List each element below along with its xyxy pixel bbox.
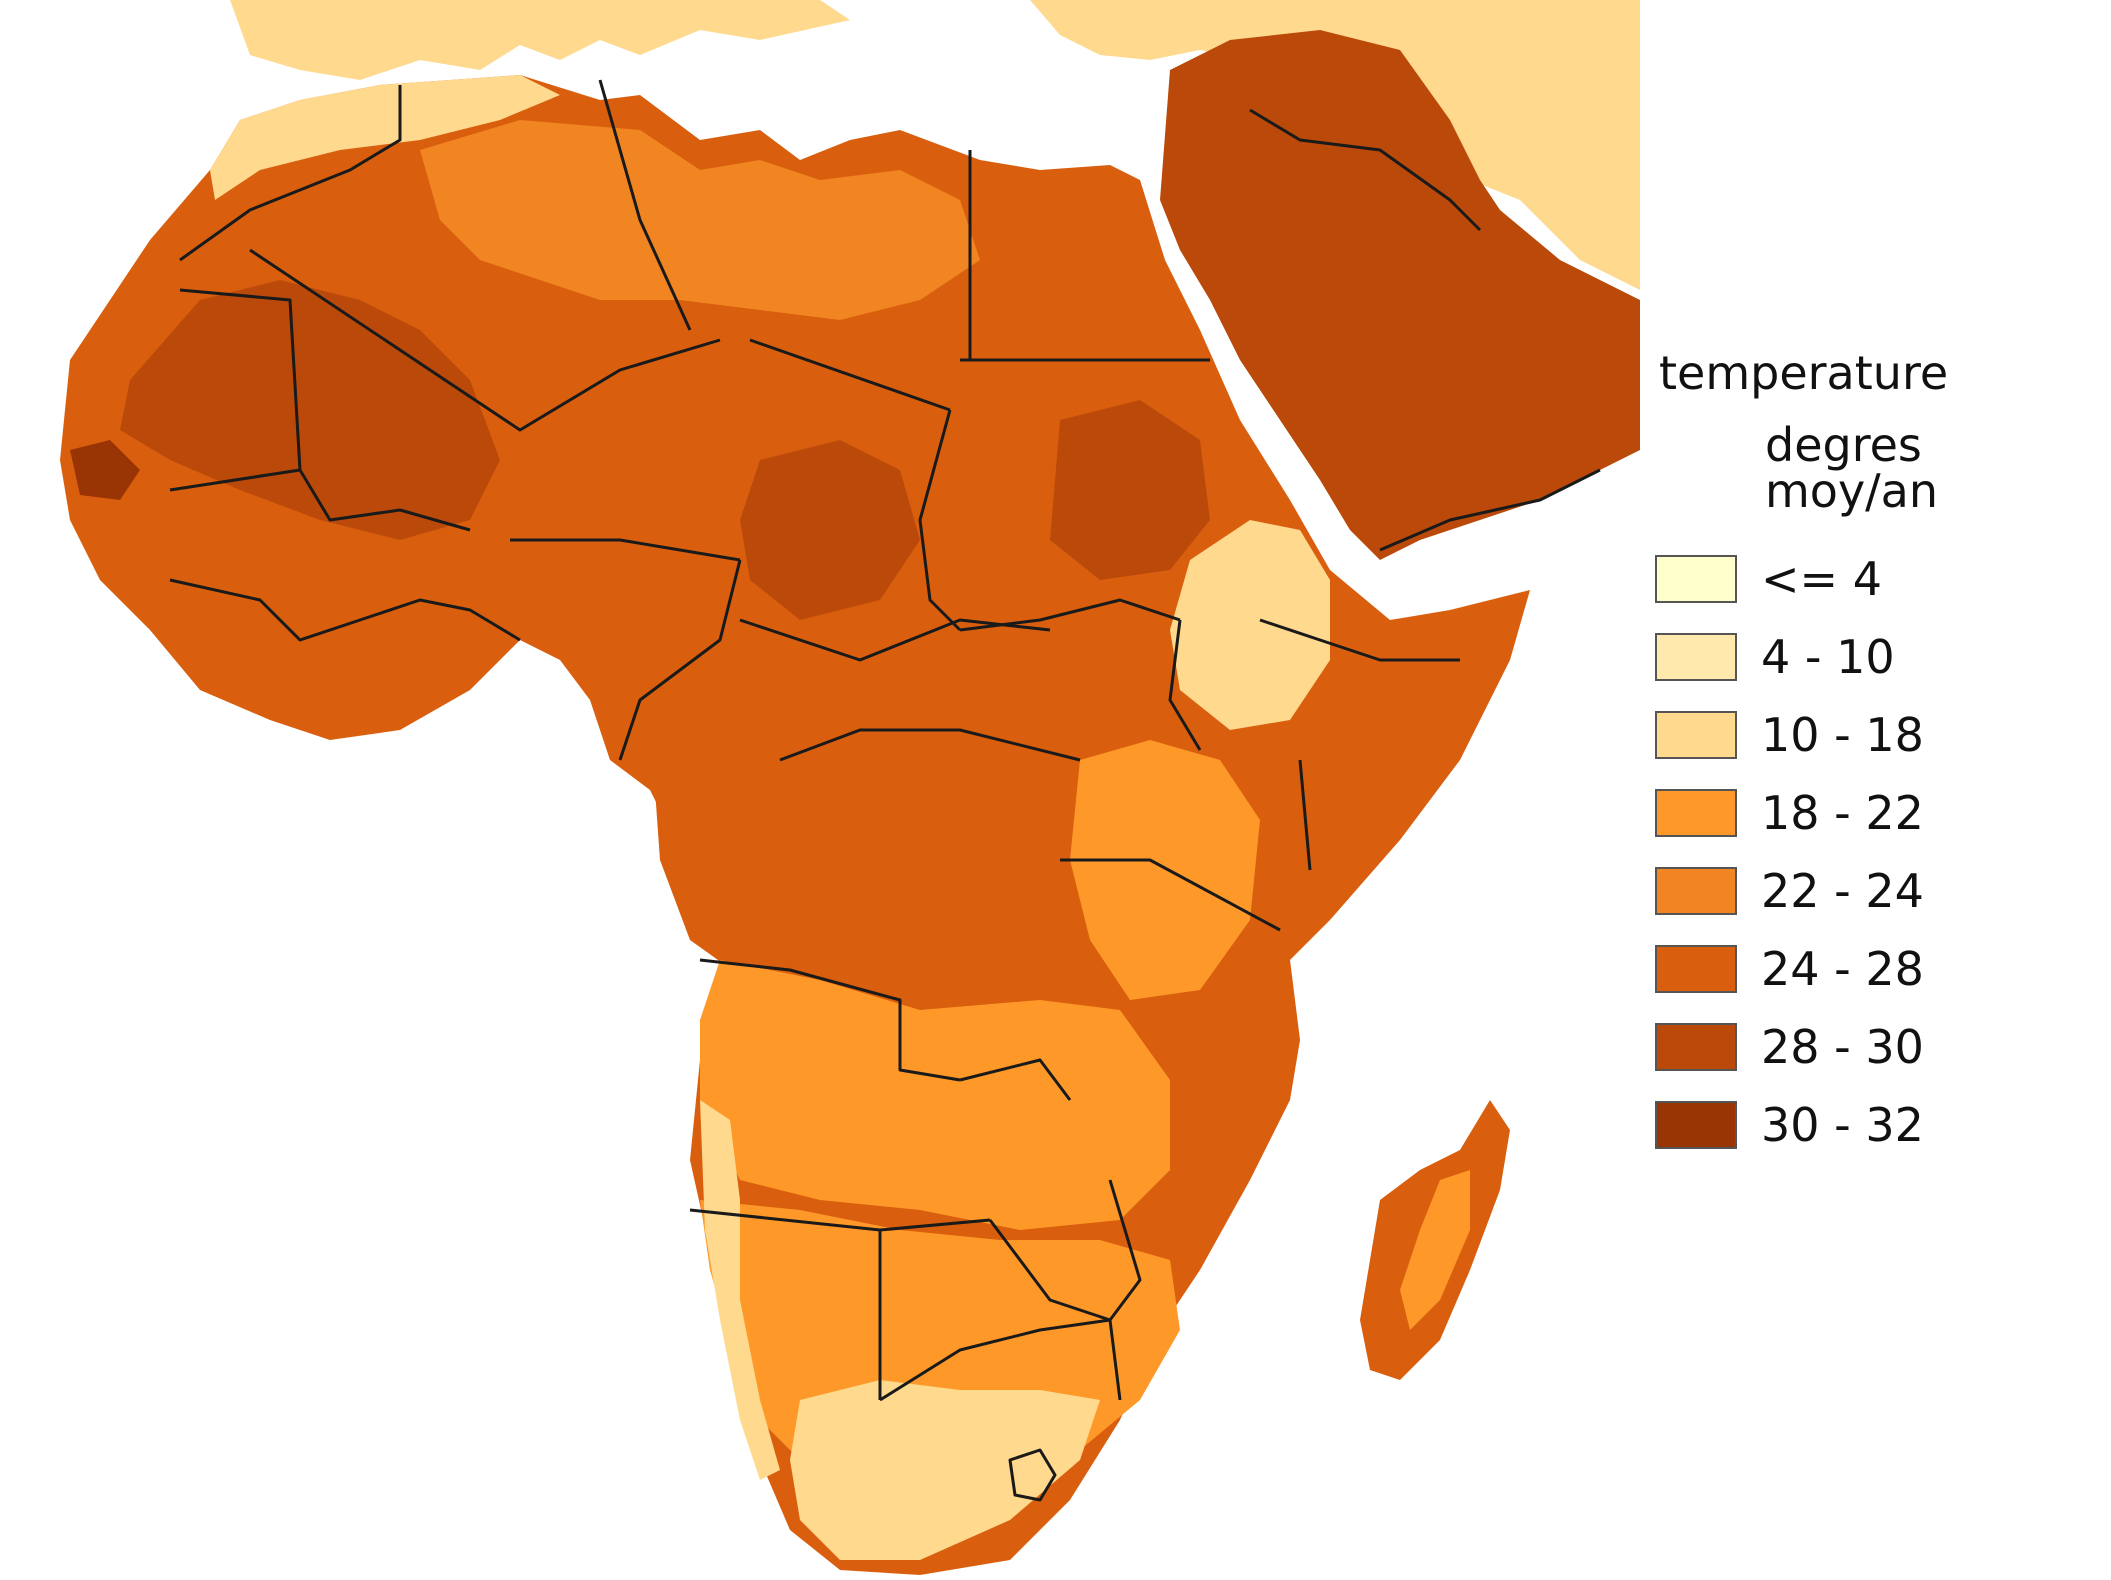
legend-label: 4 - 10 (1761, 630, 1895, 684)
sudan-hot-core (1050, 400, 1210, 580)
border-west-coast-states (169, 578, 521, 642)
legend-item: <= 4 (1655, 540, 2095, 618)
border-libya-chad (749, 338, 951, 412)
legend-label: 28 - 30 (1761, 1020, 1924, 1074)
legend-label: 10 - 18 (1761, 708, 1924, 762)
legend-item: 24 - 28 (1655, 930, 2095, 1008)
legend-label: <= 4 (1761, 552, 1882, 606)
border-mauritania-mali (169, 288, 302, 492)
sahel-west-hottest (70, 440, 140, 500)
legend-item: 22 - 24 (1655, 852, 2095, 930)
anatolia-caucasus-landmass (1030, 0, 1640, 290)
legend-item: 28 - 30 (1655, 1008, 2095, 1086)
madagascar-highlands (1400, 1170, 1470, 1330)
legend-label: 22 - 24 (1761, 864, 1924, 918)
south-africa-cool-plateau (790, 1380, 1100, 1560)
border-car-drc (779, 728, 1081, 762)
border-zambia-drc (959, 1058, 1072, 1101)
europe-landmass (230, 0, 850, 80)
border-morocco-algeria (179, 85, 402, 262)
border-south-sudan-ethiopia (1168, 619, 1202, 751)
legend-swatch (1655, 945, 1737, 993)
sahara-central-zone (420, 120, 980, 320)
country-borders (169, 79, 1601, 1502)
border-algeria-libya (598, 79, 692, 331)
border-niger-nigeria (510, 538, 741, 562)
legend-swatch (1655, 633, 1737, 681)
legend-label: 18 - 22 (1761, 786, 1924, 840)
legend-swatch (1655, 1101, 1737, 1149)
border-saudi-yemen (1379, 468, 1601, 552)
legend-item: 18 - 22 (1655, 774, 2095, 852)
legend-swatch (1655, 789, 1737, 837)
border-mozambique-zimbabwe (1108, 1179, 1142, 1321)
legend-swatch (1655, 711, 1737, 759)
border-botswana-zimbabwe (988, 1219, 1111, 1322)
border-nigeria-cameroon (618, 559, 742, 761)
maghreb-coast-cool-zone (210, 75, 560, 200)
congo-basin (650, 700, 1060, 1010)
legend-swatch (1655, 867, 1737, 915)
legend-title: temperature (1659, 346, 1949, 400)
border-algeria-mali-niger (249, 248, 721, 432)
border-sudan-south-sudan (959, 598, 1181, 632)
angola-zambia-zone (700, 960, 1170, 1230)
legend-item: 4 - 10 (1655, 618, 2095, 696)
sahara-hot-core (120, 280, 500, 540)
arabia-landmass (1160, 30, 1640, 560)
legend-item: 10 - 18 (1655, 696, 2095, 774)
namibia-coast-cool (700, 1100, 780, 1480)
ethiopian-highlands (1170, 520, 1330, 730)
border-mali-burkina (298, 469, 471, 532)
border-saudi-north (1249, 108, 1482, 232)
legend-subtitle: degres moy/an (1765, 418, 1939, 518)
legend-rows: <= 4 4 - 10 10 - 18 18 - 22 22 - 24 24 - 28 28… (1655, 540, 2095, 1164)
border-south-africa-north (879, 1318, 1122, 1402)
legend-label: 30 - 32 (1761, 1098, 1924, 1152)
border-chad-sudan (918, 409, 962, 632)
legend-item: 30 - 32 (1655, 1086, 2095, 1164)
legend-swatch (1655, 555, 1737, 603)
border-drc-angola (699, 958, 961, 1082)
legend-label: 24 - 28 (1761, 942, 1924, 996)
border-tanzania-kenya (1060, 858, 1281, 932)
border-ethiopia-somalia (1259, 618, 1460, 662)
border-lesotho (1008, 1448, 1057, 1502)
east-african-highlands (1070, 740, 1260, 1000)
border-kenya-somalia (1298, 759, 1312, 871)
africa-temperature-map (60, 0, 1640, 1575)
legend-swatch (1655, 1023, 1737, 1071)
chad-hot-core (740, 440, 920, 620)
